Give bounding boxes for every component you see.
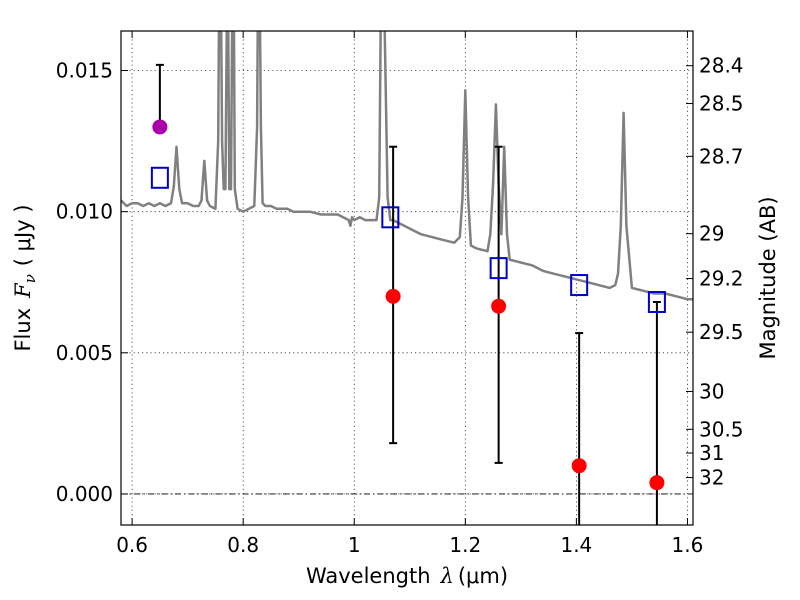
model-flux-square — [570, 274, 589, 297]
x-tick-label: 0.8 — [227, 533, 259, 557]
right-tick-label: 29 — [699, 222, 724, 246]
right-tick-label: 32 — [699, 466, 724, 490]
x-tick-label: 1.2 — [449, 533, 481, 557]
x-tick-label: 1.6 — [672, 533, 704, 557]
right-tick-label: 28.5 — [699, 92, 744, 116]
x-tick-label: 1.4 — [560, 533, 592, 557]
observed-flux-point — [491, 298, 507, 314]
y-tick-label: 0.000 — [56, 482, 113, 506]
y-tick-label: 0.015 — [56, 59, 113, 83]
y-tick-label: 0.005 — [56, 341, 113, 365]
right-tick-label: 29.5 — [699, 320, 744, 344]
right-tick-label: 29.2 — [699, 267, 744, 291]
observed-flux-point — [152, 119, 168, 135]
plot-frame — [120, 30, 694, 526]
x-tick-label: 1 — [348, 533, 361, 557]
right-y-axis-title: Magnitude (AB) — [756, 196, 780, 359]
observed-flux-point — [385, 288, 401, 304]
right-tick-label: 30.5 — [699, 417, 744, 441]
tick-marks-and-labels: 0.6 0.8 1 1.2 1.4 1.6 0.000 0.005 0.010 0.015 28.4… — [56, 31, 744, 557]
observed-flux-point — [649, 475, 665, 491]
model-flux-square — [647, 290, 666, 313]
spectrum-line — [121, 31, 693, 301]
right-tick-label: 30 — [699, 379, 724, 403]
plot-area — [121, 31, 693, 525]
x-tick-label: 0.6 — [116, 533, 148, 557]
model-flux-square — [489, 257, 508, 280]
y-axis-title: FluxFν( μJy ) — [11, 204, 39, 351]
right-tick-label: 31 — [699, 441, 724, 465]
y-tick-label: 0.010 — [56, 200, 113, 224]
observed-flux-point — [571, 458, 587, 474]
right-tick-label: 28.4 — [699, 54, 744, 78]
right-tick-label: 28.7 — [699, 144, 744, 168]
x-axis-title: Wavelength λ (μm) — [306, 564, 508, 588]
model-flux-square — [381, 206, 400, 229]
model-flux-square — [150, 166, 169, 189]
